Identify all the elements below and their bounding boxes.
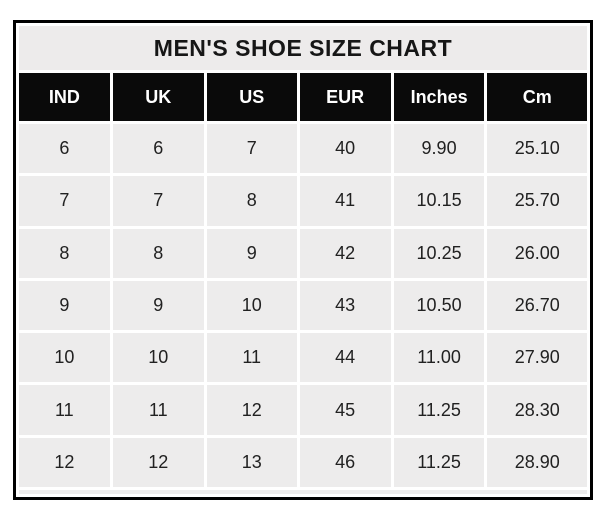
table-cell: 11.00 [393,333,485,383]
shoe-size-chart-table: MEN'S SHOE SIZE CHART IND UK US EUR Inches Cm… [16,23,590,497]
header-cell-inches: Inches [393,73,485,121]
table-cell: 11 [112,385,204,435]
table-cell: 10 [206,280,297,331]
table-cell: 45 [299,385,391,435]
table-cell: 7 [112,176,204,226]
table-row: 12 12 13 46 11.25 28.90 [19,437,587,487]
table-cell: 11.25 [393,437,485,487]
table-cell: 11.25 [393,385,485,435]
table-cell: 42 [299,228,391,278]
table-row: 6 6 7 40 9.90 25.10 [19,124,587,174]
header-cell-us: US [206,73,297,121]
table-cell: 13 [206,437,297,487]
bottom-spacer [19,490,587,494]
table-row: 9 9 10 43 10.50 26.70 [19,280,587,331]
table-cell: 26.70 [487,280,587,331]
table-cell: 10 [112,333,204,383]
table-body: 6 6 7 40 9.90 25.10 7 7 8 41 10.15 25.70 8 8 9 42 10.25 2… [19,124,587,494]
table-header-row: IND UK US EUR Inches Cm [19,73,587,121]
table-cell: 46 [299,437,391,487]
table-row: 11 11 12 45 11.25 28.30 [19,385,587,435]
table-cell: 8 [19,228,110,278]
table-cell: 10.25 [393,228,485,278]
table-cell: 7 [206,124,297,174]
table-cell: 28.30 [487,385,587,435]
table-cell: 9 [206,228,297,278]
table-cell: 41 [299,176,391,226]
table-cell: 26.00 [487,228,587,278]
table-cell: 25.70 [487,176,587,226]
table-cell: 12 [19,437,110,487]
table-cell: 25.10 [487,124,587,174]
table-cell: 9 [112,280,204,331]
header-cell-uk: UK [112,73,204,121]
table-cell: 44 [299,333,391,383]
table-cell: 9 [19,280,110,331]
table-cell: 40 [299,124,391,174]
table-cell: 8 [112,228,204,278]
table-row: 10 10 11 44 11.00 27.90 [19,333,587,383]
bottom-spacer-row [19,490,587,494]
title-row: MEN'S SHOE SIZE CHART [19,26,587,70]
header-cell-cm: Cm [487,73,587,121]
table-cell: 10.50 [393,280,485,331]
table-cell: 7 [19,176,110,226]
table-cell: 9.90 [393,124,485,174]
shoe-size-chart: MEN'S SHOE SIZE CHART IND UK US EUR Inches Cm… [13,20,593,500]
table-row: 7 7 8 41 10.15 25.70 [19,176,587,226]
table-cell: 11 [19,385,110,435]
table-cell: 12 [112,437,204,487]
table-cell: 28.90 [487,437,587,487]
header-cell-eur: EUR [299,73,391,121]
table-cell: 12 [206,385,297,435]
table-cell: 27.90 [487,333,587,383]
table-row: 8 8 9 42 10.25 26.00 [19,228,587,278]
table-cell: 10 [19,333,110,383]
table-cell: 6 [112,124,204,174]
table-cell: 11 [206,333,297,383]
table-cell: 43 [299,280,391,331]
table-cell: 8 [206,176,297,226]
table-cell: 6 [19,124,110,174]
header-cell-ind: IND [19,73,110,121]
page-title: MEN'S SHOE SIZE CHART [19,26,587,70]
table-cell: 10.15 [393,176,485,226]
